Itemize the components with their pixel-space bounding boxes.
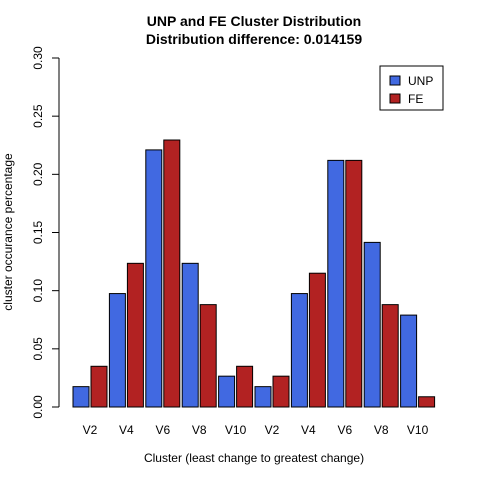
y-tick-label: 0.05 — [31, 337, 45, 361]
x-tick-label: V10 — [407, 423, 429, 437]
bar-unp-v3 — [145, 149, 163, 408]
bar-fe-v6 — [272, 375, 290, 408]
x-tick-label: V2 — [265, 423, 280, 437]
legend-label-unp: UNP — [408, 74, 433, 88]
chart-title: UNP and FE Cluster Distribution — [147, 13, 361, 29]
bar-fe-v10 — [418, 396, 436, 408]
bar-unp-v8 — [327, 159, 345, 408]
legend-label-fe: FE — [408, 92, 423, 106]
x-tick-label: V6 — [155, 423, 170, 437]
bar-unp-v9 — [363, 241, 381, 408]
y-tick-label: 0.25 — [31, 104, 45, 128]
bar-unp-v7 — [290, 293, 308, 408]
bar-fe-v5 — [236, 365, 254, 408]
bar-unp-v1 — [72, 386, 90, 408]
x-tick-labels: V2 V4 V6 V8 V10 V2 V4 V6 V8 V10 — [83, 423, 429, 437]
bar-fe-v8 — [345, 159, 363, 408]
x-tick-label: V4 — [119, 423, 134, 437]
bar-fe-v1 — [90, 365, 108, 408]
y-tick-label: 0.15 — [31, 220, 45, 244]
x-tick-label: V8 — [374, 423, 389, 437]
x-tick-label: V10 — [225, 423, 247, 437]
y-axis: 0.00 0.05 0.10 0.15 0.20 0.25 0.30 — [31, 46, 60, 419]
x-tick-label: V8 — [192, 423, 207, 437]
bars — [72, 139, 436, 408]
y-tick-label: 0.00 — [31, 395, 45, 419]
y-tick-label: 0.10 — [31, 279, 45, 303]
bar-fe-v9 — [381, 304, 399, 408]
legend-swatch-fe — [389, 93, 401, 104]
bar-unp-v10 — [400, 314, 418, 408]
x-tick-label: V2 — [83, 423, 98, 437]
y-tick-label: 0.30 — [31, 46, 45, 70]
bar-unp-v6 — [254, 386, 272, 408]
bar-unp-v5 — [218, 375, 236, 408]
bar-fe-v3 — [163, 139, 181, 408]
y-tick-label: 0.20 — [31, 162, 45, 186]
x-axis-label: Cluster (least change to greatest change… — [144, 451, 364, 465]
bar-unp-v2 — [108, 293, 126, 408]
y-axis-label: cluster occurance percentage — [1, 153, 15, 311]
bar-fe-v4 — [199, 304, 217, 408]
chart-subtitle: Distribution difference: 0.014159 — [146, 31, 363, 47]
x-tick-label: V4 — [301, 423, 316, 437]
bar-unp-v4 — [181, 262, 199, 408]
legend: UNP FE — [379, 65, 444, 111]
x-tick-label: V6 — [337, 423, 352, 437]
bar-fe-v2 — [126, 262, 144, 408]
bar-fe-v7 — [308, 272, 326, 408]
legend-swatch-unp — [389, 75, 401, 86]
